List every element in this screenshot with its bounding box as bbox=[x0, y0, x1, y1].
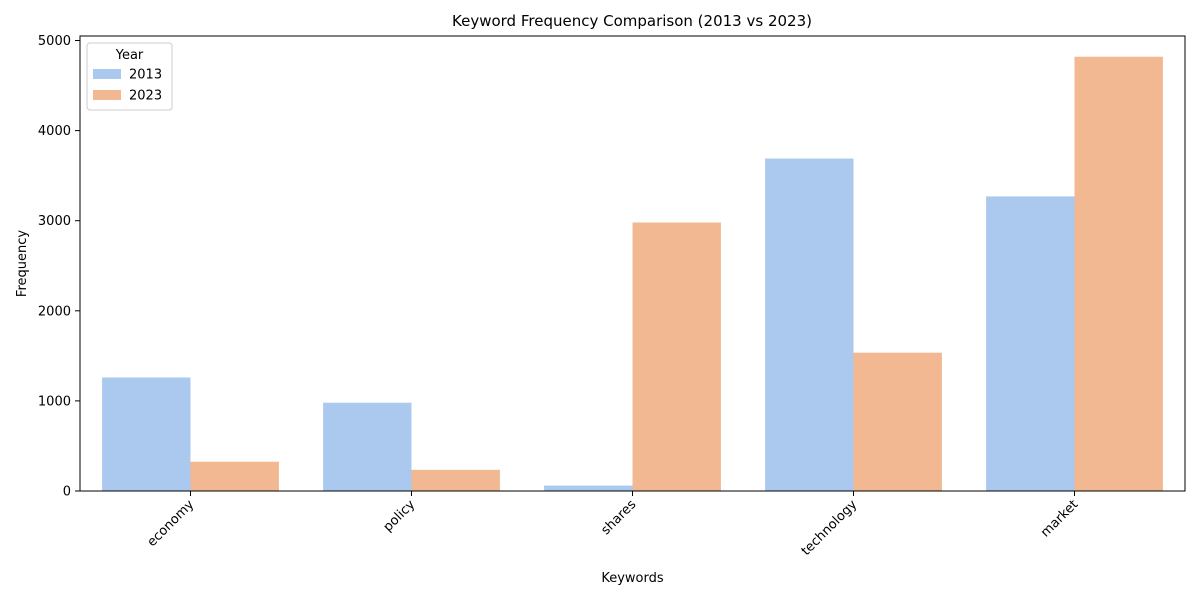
bar-policy-2023 bbox=[411, 469, 500, 491]
x-tick-label-shares: shares bbox=[598, 497, 639, 538]
x-axis: economy policy shares technology market bbox=[145, 491, 1081, 559]
bar-market-2023 bbox=[1074, 56, 1163, 491]
x-tick-label-technology: technology bbox=[799, 497, 861, 559]
y-tick-label: 1000 bbox=[38, 394, 71, 409]
legend-label-2023: 2023 bbox=[129, 89, 162, 104]
plot-frame bbox=[79, 35, 1186, 492]
y-axis: 0 1000 2000 3000 4000 5000 bbox=[38, 34, 80, 500]
x-tick-label-policy: policy bbox=[381, 497, 419, 535]
chart-title: Keyword Frequency Comparison (2013 vs 20… bbox=[452, 12, 812, 30]
bar-shares-2013 bbox=[544, 485, 633, 491]
y-tick-label: 4000 bbox=[38, 124, 71, 139]
bar-technology-2013 bbox=[765, 158, 854, 491]
legend: Year 2013 2023 bbox=[86, 42, 173, 111]
bar-economy-2013 bbox=[102, 377, 191, 491]
y-tick-label: 5000 bbox=[38, 34, 71, 49]
bar-policy-2013 bbox=[323, 402, 412, 491]
y-tick-label: 3000 bbox=[38, 214, 71, 229]
y-tick-label: 0 bbox=[63, 485, 71, 500]
bar-technology-2023 bbox=[853, 352, 942, 491]
legend-title: Year bbox=[115, 48, 144, 63]
bar-shares-2023 bbox=[632, 222, 721, 491]
x-tick-label-economy: economy bbox=[145, 497, 198, 550]
y-axis-label: Frequency bbox=[15, 230, 30, 297]
x-tick-label-market: market bbox=[1038, 497, 1081, 540]
bar-market-2013 bbox=[986, 196, 1075, 492]
legend-swatch-2023 bbox=[93, 90, 121, 100]
legend-swatch-2013 bbox=[93, 69, 121, 79]
x-axis-label: Keywords bbox=[601, 571, 664, 586]
bars-layer bbox=[102, 56, 1163, 492]
y-tick-label: 2000 bbox=[38, 304, 71, 319]
bar-economy-2023 bbox=[190, 461, 279, 491]
legend-label-2013: 2013 bbox=[129, 68, 162, 83]
